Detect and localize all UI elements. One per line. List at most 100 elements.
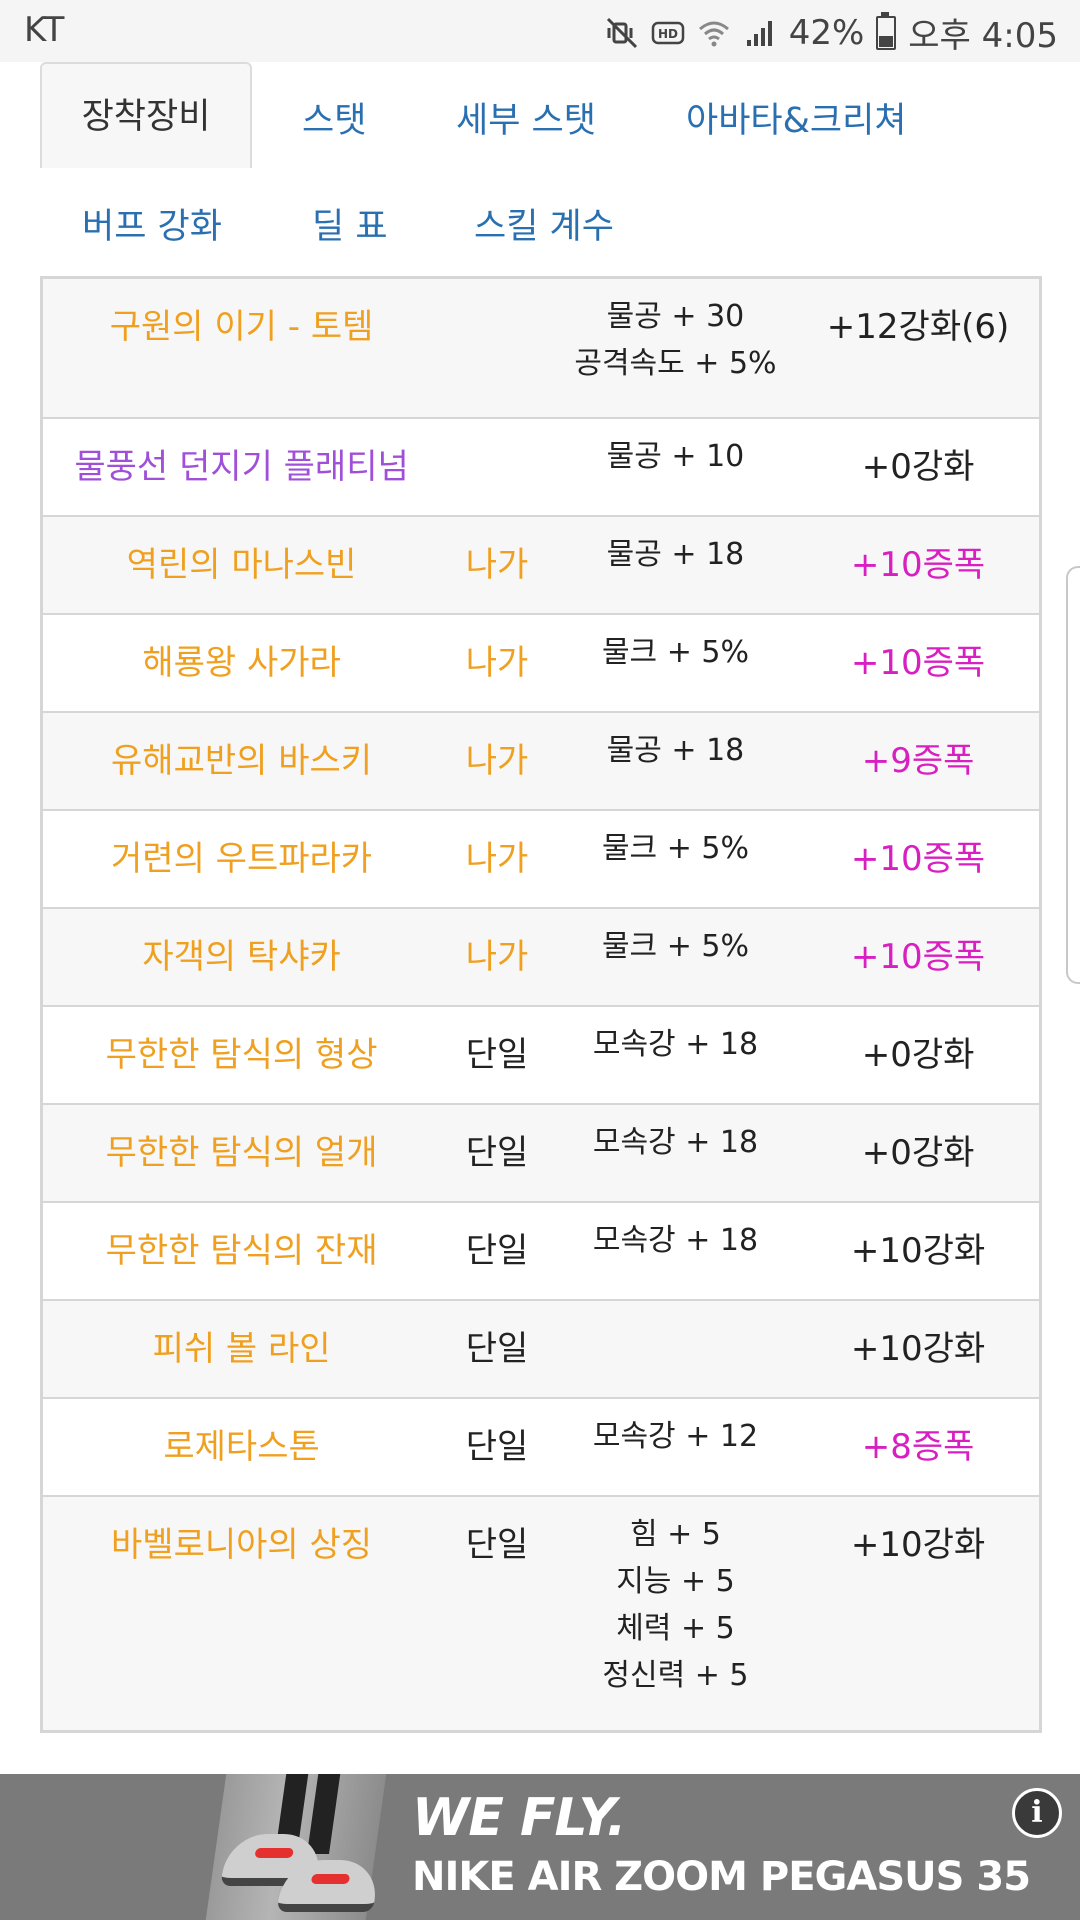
stat-line: 물크 + 5% [601,928,749,964]
item-name[interactable]: 거련의 우트파라카 [41,808,441,909]
item-stats: 물공 + 18 [553,710,798,811]
item-level: +10증폭 [797,514,1041,615]
item-name[interactable]: 자객의 탁샤카 [41,906,441,1007]
table-row: 바벨로니아의 상징 단일 힘 + 5 지능 + 5 체력 + 5 정신력 + 5 +10강화 [41,1494,1041,1733]
stat-line: 체력 + 5 [616,1610,735,1646]
item-name[interactable]: 로제타스톤 [41,1396,441,1497]
item-stats: 물크 + 5% [553,612,798,713]
item-level: +8증폭 [797,1396,1041,1497]
stat-line: 모속강 + 12 [592,1418,759,1454]
item-type: 나가 [440,710,554,811]
stat-line: 물공 + 30 [606,299,745,334]
stat-line: 지능 + 5 [616,1563,735,1599]
table-row: 무한한 탐식의 형상 단일 모속강 + 18 +0강화 [41,1004,1041,1105]
ad-info-icon[interactable]: i [1012,1788,1062,1838]
carrier-label: KT [24,10,65,50]
hd-icon: HD [651,21,684,44]
item-stats: 모속강 + 18 [553,1200,798,1301]
tab-avatar-creature[interactable]: 아바타&크리쳐 [686,101,907,141]
item-name[interactable]: 무한한 탐식의 형상 [41,1004,441,1105]
item-level: +10증폭 [797,906,1041,1007]
item-stats: 물크 + 5% [553,906,798,1007]
item-stats: 물공 + 18 [553,514,798,615]
item-type [440,416,554,517]
item-level: +0강화 [797,1004,1041,1105]
svg-text:HD: HD [658,27,678,41]
item-name[interactable]: 물풍선 던지기 플래티넘 [41,416,441,517]
stat-line: 모속강 + 18 [592,1124,759,1160]
tab-equipment[interactable]: 장착장비 [40,62,252,168]
item-stats: 물공 + 10 [553,416,798,517]
table-row: 자객의 탁샤카 나가 물크 + 5% +10증폭 [41,906,1041,1007]
item-level: +10증폭 [797,808,1041,909]
table-row: 구원의 이기 - 토템 물공 + 30 공격속도 + 5% +12강화(6) [41,276,1041,419]
item-stats: 물공 + 30 공격속도 + 5% [553,276,798,419]
stat-line: 물공 + 18 [606,536,745,572]
item-stats: 모속강 + 18 [553,1102,798,1203]
item-level: +10강화 [797,1494,1041,1733]
stat-line: 힘 + 5 [630,1516,721,1552]
wifi-icon [698,21,729,46]
item-stats: 모속강 + 12 [553,1396,798,1497]
table-row: 물풍선 던지기 플래티넘 물공 + 10 +0강화 [41,416,1041,517]
table-row: 유해교반의 바스키 나가 물공 + 18 +9증폭 [41,710,1041,811]
item-level: +10강화 [797,1298,1041,1399]
item-type: 단일 [440,1102,554,1203]
equipment-table: 구원의 이기 - 토템 물공 + 30 공격속도 + 5% +12강화(6) 물풍선 던… [40,276,1042,1733]
scroll-handle[interactable] [1066,566,1080,984]
status-icons: HD 42% 오후 4:05 [605,8,1058,57]
tab-stats[interactable]: 스탯 [302,101,367,141]
ad-tagline: WE FLY. [412,1788,626,1848]
item-name[interactable]: 무한한 탐식의 잔재 [41,1200,441,1301]
ad-product-name: NIKE AIR ZOOM PEGASUS 35 [412,1854,1031,1900]
stat-line: 물공 + 18 [606,732,745,768]
item-type: 나가 [440,612,554,713]
item-type: 나가 [440,514,554,615]
signal-icon [746,20,772,46]
item-type: 단일 [440,1298,554,1399]
item-name[interactable]: 무한한 탐식의 얼개 [41,1102,441,1203]
stat-line: 공격속도 + 5% [574,346,777,381]
item-stats: 힘 + 5 지능 + 5 체력 + 5 정신력 + 5 [553,1494,798,1733]
table-row: 무한한 탐식의 얼개 단일 모속강 + 18 +0강화 [41,1102,1041,1203]
tab-bar: 장착장비 스탯 세부 스탯 아바타&크리쳐 버프 강화 딜 표 스킬 계수 [0,62,1080,280]
table-row: 무한한 탐식의 잔재 단일 모속강 + 18 +10강화 [41,1200,1041,1301]
tab-detail-stats[interactable]: 세부 스탯 [456,101,596,141]
item-name[interactable]: 피쉬 볼 라인 [41,1298,441,1399]
item-name[interactable]: 유해교반의 바스키 [41,710,441,811]
stat-line: 모속강 + 18 [592,1222,759,1258]
tab-damage-table[interactable]: 딜 표 [312,207,388,247]
item-type: 단일 [440,1200,554,1301]
mute-vibrate-icon [606,17,637,48]
item-name[interactable]: 구원의 이기 - 토템 [41,276,441,419]
ad-leg-right [307,1774,341,1854]
stat-line: 물공 + 10 [606,438,745,474]
item-type [440,276,554,419]
item-level: +9증폭 [797,710,1041,811]
item-stats: 모속강 + 18 [553,1004,798,1105]
item-name[interactable]: 역린의 마나스빈 [41,514,441,615]
item-level: +10강화 [797,1200,1041,1301]
battery-icon [876,11,897,50]
item-stats: 물크 + 5% [553,808,798,909]
item-type: 단일 [440,1004,554,1105]
tab-buff-enhance[interactable]: 버프 강화 [82,207,222,247]
item-level: +0강화 [797,416,1041,517]
stat-line: 모속강 + 18 [592,1026,759,1062]
ad-banner[interactable]: WE FLY. NIKE AIR ZOOM PEGASUS 35 i [0,1774,1080,1920]
item-stats [553,1298,798,1399]
stat-line: 물크 + 5% [601,634,749,670]
item-level: +0강화 [797,1102,1041,1203]
table-row: 피쉬 볼 라인 단일 +10강화 [41,1298,1041,1399]
status-bar: KT HD 42% 오후 4:05 [0,0,1080,62]
item-type: 단일 [440,1396,554,1497]
item-level: +12강화(6) [797,276,1041,419]
item-name[interactable]: 해룡왕 사가라 [41,612,441,713]
clock: 오후 4:05 [908,16,1058,56]
item-type: 나가 [440,906,554,1007]
tab-skill-coefficient[interactable]: 스킬 계수 [474,207,614,247]
table-row: 거련의 우트파라카 나가 물크 + 5% +10증폭 [41,808,1041,909]
item-name[interactable]: 바벨로니아의 상징 [41,1494,441,1733]
table-row: 해룡왕 사가라 나가 물크 + 5% +10증폭 [41,612,1041,713]
item-type: 나가 [440,808,554,909]
